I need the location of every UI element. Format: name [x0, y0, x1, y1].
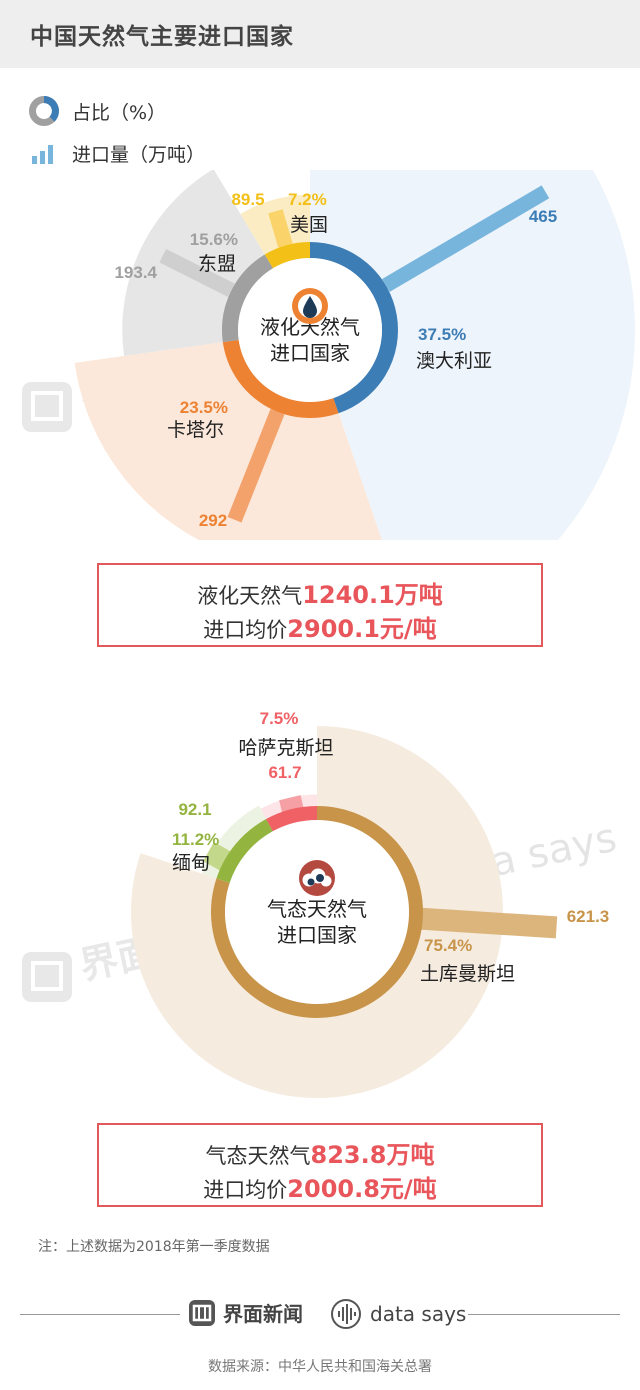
- lng-summary-box: 液化天然气1240.1万吨 进口均价2900.1元/吨: [97, 563, 543, 647]
- title-bar: 中国天然气主要进口国家: [0, 0, 640, 68]
- footer-divider-right: [468, 1314, 620, 1315]
- footer-brand-name: 界面新闻: [223, 1302, 303, 1326]
- gas-center: [225, 820, 409, 1004]
- watermark-logo-2: [22, 952, 72, 1002]
- bar-chart-icon: [32, 144, 53, 164]
- gas-share-label-0: 75.4%: [424, 936, 472, 955]
- gas-price-prefix: 进口均价: [203, 1178, 288, 1202]
- pipeline-gas-chart: 界面新data says621.375.4%土库曼斯坦92.111.2%缅甸61…: [22, 709, 621, 1098]
- gas-cloud-icon-dot-1: [307, 878, 315, 886]
- lng-bar-2: [159, 248, 235, 298]
- watermark-logo-inner-2: [31, 961, 63, 991]
- lng-volume-label-0: 465: [529, 207, 557, 226]
- gas-center-label-2: 进口国家: [277, 923, 357, 947]
- lng-center: [238, 258, 382, 402]
- data-says-logo-icon: [331, 1299, 361, 1329]
- lng-center-label-2: 进口国家: [270, 341, 350, 365]
- legend-volume-label: 进口量（万吨）: [72, 144, 206, 166]
- gas-country-label-1: 缅甸: [172, 852, 210, 874]
- gas-summary-box: 气态天然气823.8万吨 进口均价2000.8元/吨: [97, 1123, 543, 1207]
- lng-bar-0: [382, 185, 550, 292]
- note: 注：上述数据为2018年第一季度数据: [38, 1239, 270, 1255]
- gas-country-label-0: 土库曼斯坦: [420, 963, 515, 985]
- gas-summary-amount: 823.8万吨: [310, 1141, 435, 1169]
- gas-price: 2000.8元/吨: [287, 1175, 437, 1203]
- lng-share-label-0: 37.5%: [418, 325, 466, 344]
- donut-icon: [29, 96, 59, 126]
- legend-volume: 进口量（万吨）: [28, 140, 205, 167]
- gas-ring-slice-1: [216, 819, 274, 884]
- gas-cloud-icon-dot-2: [316, 874, 324, 882]
- lng-share-label-1: 23.5%: [180, 398, 228, 417]
- lng-chart: 界面新data says46537.5%澳大利亚29223.5%卡塔尔193.4…: [22, 170, 635, 540]
- watermark-logo-inner-1: [31, 391, 63, 421]
- footer-partner-name: data says: [370, 1302, 467, 1326]
- lng-summary-line1: 液化天然气1240.1万吨: [99, 575, 541, 610]
- lng-country-label-1: 卡塔尔: [167, 419, 224, 441]
- gas-ring-slice-2: [266, 806, 318, 832]
- gas-summary-line2: 进口均价2000.8元/吨: [99, 1169, 541, 1204]
- lng-summary-prefix: 液化天然气: [197, 584, 303, 608]
- lng-volume-label-1: 292: [199, 511, 227, 530]
- lng-wedge-0: [310, 170, 635, 540]
- legend-share: 占比（%）: [28, 95, 166, 127]
- lng-summary-line2: 进口均价2900.1元/吨: [99, 609, 541, 644]
- lng-country-label-2: 东盟: [198, 253, 236, 275]
- watermark-logo-1: [22, 382, 72, 432]
- gas-bar-1: [203, 842, 232, 872]
- lng-price-prefix: 进口均价: [203, 618, 288, 642]
- lng-share-label-3: 7.2%: [288, 190, 327, 209]
- lng-drop-icon-drop: [303, 296, 317, 318]
- gas-summary-line1: 气态天然气823.8万吨: [99, 1135, 541, 1170]
- lng-ring-slice-1: [222, 339, 339, 418]
- lng-bar-1: [227, 409, 285, 523]
- lng-volume-label-2: 193.4: [114, 263, 157, 282]
- lng-ring-slice-2: [222, 254, 274, 343]
- gas-ring-slice-0: [211, 806, 423, 1018]
- gas-center-label-1: 气态天然气: [267, 897, 367, 921]
- lng-ring-slice-3: [264, 242, 311, 269]
- footer-divider-left: [20, 1314, 180, 1315]
- gas-bar-0: [420, 907, 558, 939]
- lng-summary-amount: 1240.1万吨: [302, 581, 443, 609]
- gas-country-label-2: 哈萨克斯坦: [238, 737, 333, 759]
- lng-ring-slice-0: [309, 242, 398, 414]
- gas-share-label-2: 7.5%: [260, 709, 299, 728]
- lng-bar-3: [268, 209, 293, 248]
- gas-volume-label-0: 621.3: [567, 907, 610, 926]
- legend-share-label: 占比（%）: [72, 101, 167, 124]
- lng-volume-label-3: 89.5: [231, 190, 264, 209]
- brand-logo-icon: [189, 1299, 215, 1326]
- lng-country-label-3: 美国: [290, 214, 328, 236]
- lng-country-label-0: 澳大利亚: [416, 350, 492, 372]
- gas-volume-label-1: 92.1: [178, 800, 211, 819]
- page-title: 中国天然气主要进口国家: [30, 24, 294, 50]
- source-text: 数据来源：中华人民共和国海关总署: [208, 1359, 432, 1375]
- gas-volume-label-2: 61.7: [268, 763, 301, 782]
- lng-price: 2900.1元/吨: [287, 615, 437, 643]
- footer-partner: data says: [330, 1298, 466, 1330]
- lng-share-label-2: 15.6%: [190, 230, 238, 249]
- footer-brand: 界面新闻: [188, 1298, 303, 1327]
- gas-share-label-1: 11.2%: [172, 830, 219, 849]
- gas-summary-prefix: 气态天然气: [205, 1144, 311, 1168]
- gas-bar-2: [279, 795, 304, 814]
